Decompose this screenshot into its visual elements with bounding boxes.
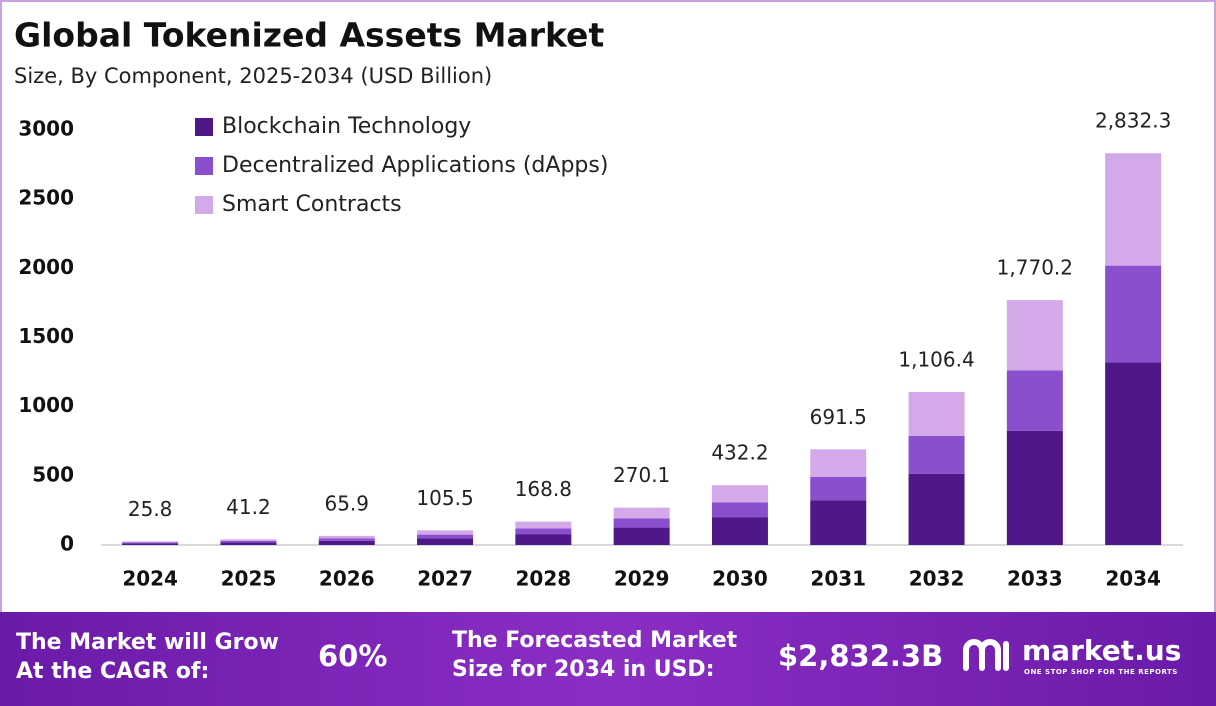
bar-segment: [515, 528, 572, 535]
cagr-value: 60%: [318, 639, 388, 673]
total-label: 432.2: [711, 441, 768, 465]
bar-segment: [613, 518, 670, 528]
forecast-value: $2,832.3B: [778, 639, 944, 673]
total-label: 2,832.3: [1095, 109, 1171, 133]
total-label: 65.9: [324, 491, 369, 515]
x-tick-label: 2024: [122, 567, 178, 591]
y-tick-label: 0: [60, 532, 74, 556]
bar-segment: [318, 540, 375, 545]
bar-segment: [1006, 430, 1063, 545]
bar-segment: [810, 449, 867, 477]
y-tick-label: 1000: [18, 393, 74, 417]
x-tick-label: 2033: [1007, 567, 1063, 591]
brand-logo: [963, 639, 1009, 671]
x-tick-label: 2025: [221, 567, 277, 591]
bar-segment: [613, 507, 670, 519]
legend-swatch: [195, 157, 213, 175]
x-tick-label: 2027: [417, 567, 473, 591]
total-label: 168.8: [515, 477, 572, 501]
total-label: 1,106.4: [898, 347, 974, 371]
brand: market.us: [1022, 634, 1182, 667]
total-label: 691.5: [810, 405, 867, 429]
footer: The Market will Grow At the CAGR of: 60%…: [0, 612, 1216, 706]
legend-label: Decentralized Applications (dApps): [222, 153, 608, 178]
bar-segment: [711, 485, 768, 503]
bar-segment: [417, 534, 474, 539]
total-label: 41.2: [226, 495, 271, 519]
legend-label: Smart Contracts: [222, 192, 402, 217]
total-label: 270.1: [613, 463, 670, 487]
legend-swatch: [195, 118, 213, 136]
total-label: 105.5: [416, 486, 473, 510]
bar-segment: [908, 435, 965, 474]
y-tick-label: 3000: [18, 117, 74, 141]
bar-segment: [711, 502, 768, 518]
x-tick-label: 2028: [516, 567, 572, 591]
y-tick-label: 1500: [18, 324, 74, 348]
total-label: 25.8: [128, 497, 173, 521]
bar-segment: [220, 542, 277, 545]
total-label: 1,770.2: [997, 256, 1073, 280]
x-tick-label: 2034: [1105, 567, 1161, 591]
tagline: ONE STOP SHOP FOR THE REPORTS: [1024, 668, 1178, 676]
bar-segment: [417, 538, 474, 545]
frame: [0, 0, 1216, 612]
bar-segment: [711, 517, 768, 545]
bar-segment: [122, 543, 179, 545]
bar-segment: [1006, 300, 1063, 371]
y-tick-label: 500: [32, 462, 74, 486]
bar-segment: [1105, 153, 1162, 266]
y-tick-label: 2500: [18, 186, 74, 210]
bar-segment: [318, 538, 375, 541]
x-tick-label: 2031: [810, 567, 866, 591]
bar-segment: [515, 534, 572, 545]
bar-segment: [220, 539, 277, 541]
x-tick-label: 2030: [712, 567, 768, 591]
x-tick-label: 2029: [614, 567, 670, 591]
bar-segment: [810, 500, 867, 545]
bar-segment: [1105, 362, 1162, 545]
bar-segment: [122, 541, 179, 543]
bar-segment: [613, 527, 670, 545]
chart: Global Tokenized Assets Market Size, By …: [0, 0, 1216, 612]
bar-segment: [908, 391, 965, 436]
bar-segment: [515, 521, 572, 529]
x-tick-label: 2032: [909, 567, 965, 591]
bar-segment: [1105, 265, 1162, 363]
bar-segment: [122, 542, 179, 544]
bar-segment: [417, 530, 474, 535]
bar-segment: [318, 535, 375, 539]
forecast-text: The Forecasted Market Size for 2034 in U…: [452, 628, 738, 682]
bar-segment: [810, 476, 867, 501]
x-tick-label: 2026: [319, 567, 375, 591]
y-tick-label: 2000: [18, 255, 74, 279]
legend-label: Blockchain Technology: [222, 114, 471, 139]
bar-segment: [220, 540, 277, 543]
legend-swatch: [195, 196, 213, 214]
chart-title: Global Tokenized Assets Market: [14, 16, 604, 55]
bar-segment: [1006, 370, 1063, 431]
cagr-text: The Market will Grow At the CAGR of:: [16, 630, 279, 684]
chart-subtitle: Size, By Component, 2025-2034 (USD Billi…: [14, 64, 492, 88]
bar-segment: [908, 473, 965, 545]
